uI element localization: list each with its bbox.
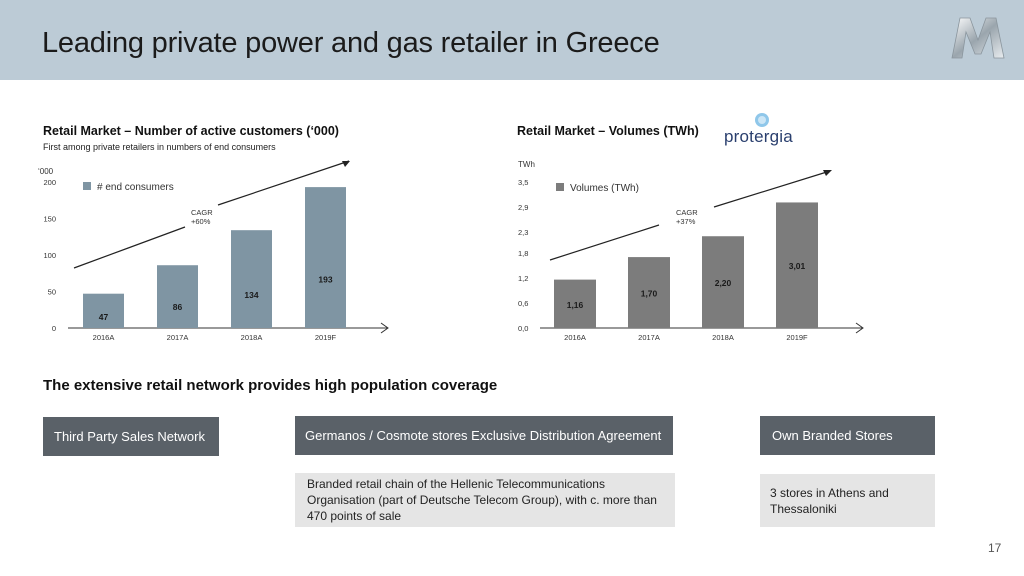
volumes-cagr-label: CAGR: [676, 208, 698, 217]
customers-y-tick: 200: [43, 178, 56, 187]
volumes-bar: [628, 257, 670, 328]
customers-legend-swatch: [83, 182, 91, 190]
germanos-label: Germanos / Cosmote stores Exclusive Dist…: [305, 428, 662, 443]
customers-bar-chart: ‘000 0 50 100 150 200 # end consumers 47 2016…: [38, 160, 389, 342]
customers-value-label: 86: [173, 302, 183, 312]
volumes-y-tick: 0,0: [518, 324, 528, 333]
customers-value-label: 134: [244, 290, 258, 300]
volumes-x-tick: 2019F: [786, 333, 808, 342]
volumes-legend-label: Volumes (TWh): [570, 183, 639, 194]
protergia-logo: protergia: [724, 112, 804, 152]
customers-value-label: 47: [99, 312, 109, 322]
protergia-mark-icon: [755, 113, 769, 127]
volumes-y-tick: 3,5: [518, 178, 528, 187]
customers-x-axis-arrow: [380, 322, 389, 334]
germanos-description: Branded retail chain of the Hellenic Tel…: [307, 477, 657, 523]
company-logo-icon: [951, 17, 1005, 59]
volumes-x-axis-arrow: [855, 322, 864, 334]
volumes-value-label: 2,20: [715, 278, 732, 288]
volumes-y-tick: 0,6: [518, 299, 528, 308]
customers-y-tick: 150: [43, 215, 56, 224]
customers-chart: ‘000 0 50 100 150 200 # end consumers 47 2016…: [0, 155, 470, 355]
customers-y-tick: 50: [48, 288, 56, 297]
volumes-cagr-value: +37%: [676, 217, 696, 226]
customers-x-tick: 2017A: [167, 333, 189, 342]
customers-cagr-arrow-right: [217, 160, 350, 206]
page-title: Leading private power and gas retailer i…: [42, 27, 660, 59]
volumes-chart: TWh 0,0 0,6 1,2 1,8 2,3 2,9 3,5 Volumes (TWh) …: [470, 155, 890, 355]
customers-cagr-label: CAGR: [191, 208, 213, 217]
customers-chart-title: Retail Market – Number of active custome…: [43, 124, 339, 138]
customers-y-tick: 0: [52, 324, 56, 333]
volumes-value-label: 3,01: [789, 261, 806, 271]
customers-bar: [83, 293, 124, 328]
customers-legend-label: # end consumers: [97, 182, 174, 193]
customers-bar: [305, 187, 346, 328]
germanos-box: Germanos / Cosmote stores Exclusive Dist…: [295, 416, 673, 455]
volumes-value-label: 1,70: [641, 289, 658, 299]
third-party-sales-label: Third Party Sales Network: [54, 429, 205, 444]
germanos-description-box: Branded retail chain of the Hellenic Tel…: [295, 473, 675, 527]
customers-bar: [231, 230, 272, 328]
customers-x-tick: 2018A: [241, 333, 263, 342]
customers-x-tick: 2019F: [315, 333, 337, 342]
customers-y-tick: 100: [43, 251, 56, 260]
customers-unit-label: ‘000: [38, 167, 54, 176]
volumes-bar-chart: TWh 0,00,61,21,82,32,93,5 Volumes (TWh) …: [518, 160, 864, 342]
volumes-cagr-arrow-right: [713, 170, 831, 208]
own-stores-label: Own Branded Stores: [772, 428, 893, 443]
volumes-bar: [554, 279, 596, 328]
volumes-value-label: 1,16: [567, 300, 584, 310]
own-stores-box: Own Branded Stores: [760, 416, 935, 455]
own-stores-description-box: 3 stores in Athens and Thessaloniki: [760, 474, 935, 527]
customers-x-tick: 2016A: [93, 333, 115, 342]
volumes-legend-swatch: [556, 183, 564, 191]
header-bar: Leading private power and gas retailer i…: [0, 0, 1024, 80]
customers-cagr-arrowhead: [342, 161, 350, 167]
customers-cagr-arrow-left: [73, 226, 186, 269]
volumes-cagr-arrowhead: [823, 170, 832, 176]
volumes-chart-title: Retail Market – Volumes (TWh): [517, 124, 699, 138]
volumes-x-tick: 2018A: [712, 333, 734, 342]
volumes-y-tick: 2,3: [518, 228, 528, 237]
volumes-y-tick: 1,8: [518, 249, 528, 258]
page-number: 17: [988, 541, 1002, 555]
volumes-cagr-arrow-left: [549, 224, 660, 261]
volumes-bar: [776, 202, 818, 328]
customers-chart-subtitle: First among private retailers in numbers…: [43, 142, 276, 152]
volumes-y-tick: 1,2: [518, 274, 528, 283]
volumes-unit-label: TWh: [518, 160, 535, 169]
protergia-wordmark: protergia: [724, 127, 793, 146]
customers-value-label: 193: [318, 275, 332, 285]
customers-bar: [157, 265, 198, 328]
volumes-x-tick: 2017A: [638, 333, 660, 342]
volumes-x-tick: 2016A: [564, 333, 586, 342]
volumes-y-tick: 2,9: [518, 203, 528, 212]
third-party-sales-box: Third Party Sales Network: [43, 417, 219, 456]
customers-cagr-value: +60%: [191, 217, 211, 226]
network-heading: The extensive retail network provides hi…: [43, 377, 498, 394]
volumes-bar: [702, 236, 744, 328]
own-stores-description: 3 stores in Athens and Thessaloniki: [770, 485, 889, 516]
